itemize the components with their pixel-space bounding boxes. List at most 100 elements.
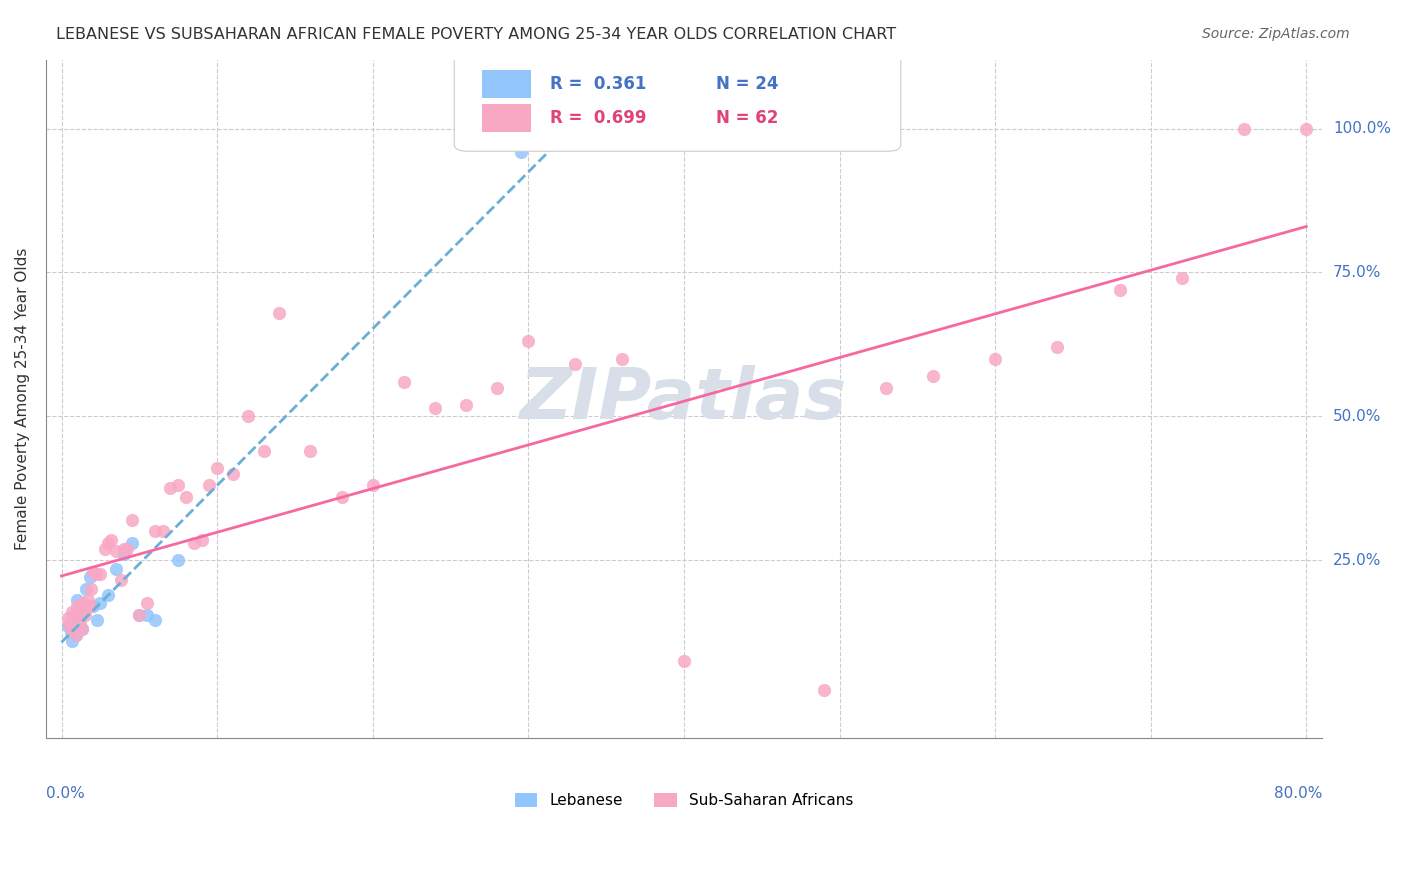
Text: R =  0.361: R = 0.361 bbox=[550, 75, 647, 93]
Point bbox=[63, 610, 86, 624]
Point bbox=[112, 547, 135, 561]
FancyBboxPatch shape bbox=[482, 103, 531, 132]
Point bbox=[63, 607, 86, 622]
Point bbox=[269, 306, 291, 320]
Point bbox=[65, 628, 87, 642]
Point bbox=[112, 541, 135, 556]
Point bbox=[75, 602, 97, 616]
Point bbox=[610, 351, 633, 366]
Point bbox=[299, 443, 322, 458]
Point bbox=[104, 562, 127, 576]
FancyBboxPatch shape bbox=[482, 70, 531, 98]
Point bbox=[89, 596, 111, 610]
Point bbox=[77, 593, 100, 607]
Point bbox=[128, 607, 150, 622]
Text: N = 24: N = 24 bbox=[716, 75, 779, 93]
Point bbox=[94, 541, 117, 556]
Point bbox=[143, 614, 166, 628]
Point bbox=[100, 533, 122, 547]
Point bbox=[72, 605, 94, 619]
Point bbox=[1108, 283, 1130, 297]
Text: LEBANESE VS SUBSAHARAN AFRICAN FEMALE POVERTY AMONG 25-34 YEAR OLDS CORRELATION : LEBANESE VS SUBSAHARAN AFRICAN FEMALE PO… bbox=[56, 27, 897, 42]
Point bbox=[59, 625, 82, 640]
Point bbox=[253, 443, 276, 458]
Text: 0.0%: 0.0% bbox=[46, 786, 84, 801]
Point bbox=[56, 610, 79, 624]
Point bbox=[86, 614, 108, 628]
Point bbox=[62, 605, 84, 619]
Point bbox=[136, 607, 159, 622]
Point bbox=[79, 599, 101, 613]
Text: 75.0%: 75.0% bbox=[1333, 265, 1381, 280]
Point bbox=[82, 599, 104, 613]
Point bbox=[128, 607, 150, 622]
Text: 25.0%: 25.0% bbox=[1333, 552, 1381, 567]
Point bbox=[167, 478, 190, 492]
Point bbox=[121, 536, 143, 550]
Point bbox=[423, 401, 446, 415]
Point bbox=[121, 513, 143, 527]
Point bbox=[79, 570, 101, 584]
Point bbox=[361, 478, 384, 492]
Point bbox=[1171, 271, 1194, 285]
Point bbox=[104, 544, 127, 558]
Point bbox=[82, 565, 104, 579]
Point bbox=[167, 553, 190, 567]
Point bbox=[190, 533, 212, 547]
Point bbox=[73, 607, 96, 622]
Point bbox=[1046, 340, 1069, 354]
Point bbox=[69, 616, 91, 631]
FancyBboxPatch shape bbox=[454, 49, 901, 152]
Point bbox=[152, 524, 174, 539]
Point bbox=[66, 593, 89, 607]
Point bbox=[69, 599, 91, 613]
Point bbox=[330, 490, 353, 504]
Text: ZIPatlas: ZIPatlas bbox=[520, 365, 848, 434]
Point bbox=[59, 622, 82, 636]
Point bbox=[392, 375, 415, 389]
Point bbox=[115, 541, 138, 556]
Point bbox=[486, 380, 509, 394]
Point bbox=[221, 467, 243, 481]
Point bbox=[72, 596, 94, 610]
Point bbox=[198, 478, 221, 492]
Point bbox=[205, 461, 228, 475]
Point bbox=[110, 573, 132, 587]
Point bbox=[67, 607, 90, 622]
Text: N = 62: N = 62 bbox=[716, 109, 778, 127]
Legend: Lebanese, Sub-Saharan Africans: Lebanese, Sub-Saharan Africans bbox=[509, 787, 859, 814]
Point bbox=[984, 351, 1007, 366]
Y-axis label: Female Poverty Among 25-34 Year Olds: Female Poverty Among 25-34 Year Olds bbox=[15, 248, 30, 550]
Point bbox=[1233, 121, 1256, 136]
Point bbox=[65, 628, 87, 642]
Point bbox=[97, 536, 120, 550]
Point bbox=[75, 582, 97, 596]
Point bbox=[70, 622, 93, 636]
Point bbox=[89, 567, 111, 582]
Point bbox=[1295, 121, 1317, 136]
Point bbox=[174, 490, 197, 504]
Text: R =  0.699: R = 0.699 bbox=[550, 109, 647, 127]
Text: 80.0%: 80.0% bbox=[1274, 786, 1322, 801]
Point bbox=[159, 481, 181, 495]
Point bbox=[813, 682, 835, 697]
Point bbox=[875, 380, 897, 394]
Text: Source: ZipAtlas.com: Source: ZipAtlas.com bbox=[1202, 27, 1350, 41]
Point bbox=[456, 398, 478, 412]
Point bbox=[136, 596, 159, 610]
Point bbox=[84, 567, 107, 582]
Point bbox=[66, 599, 89, 613]
Point bbox=[143, 524, 166, 539]
Text: 50.0%: 50.0% bbox=[1333, 409, 1381, 424]
Point bbox=[56, 619, 79, 633]
Point bbox=[97, 588, 120, 602]
Point bbox=[183, 536, 205, 550]
Point bbox=[67, 605, 90, 619]
Text: 100.0%: 100.0% bbox=[1333, 121, 1391, 136]
Point bbox=[922, 369, 945, 384]
Point bbox=[58, 616, 80, 631]
Point bbox=[70, 622, 93, 636]
Point bbox=[238, 409, 260, 424]
Point bbox=[517, 334, 540, 349]
Point bbox=[672, 654, 695, 668]
